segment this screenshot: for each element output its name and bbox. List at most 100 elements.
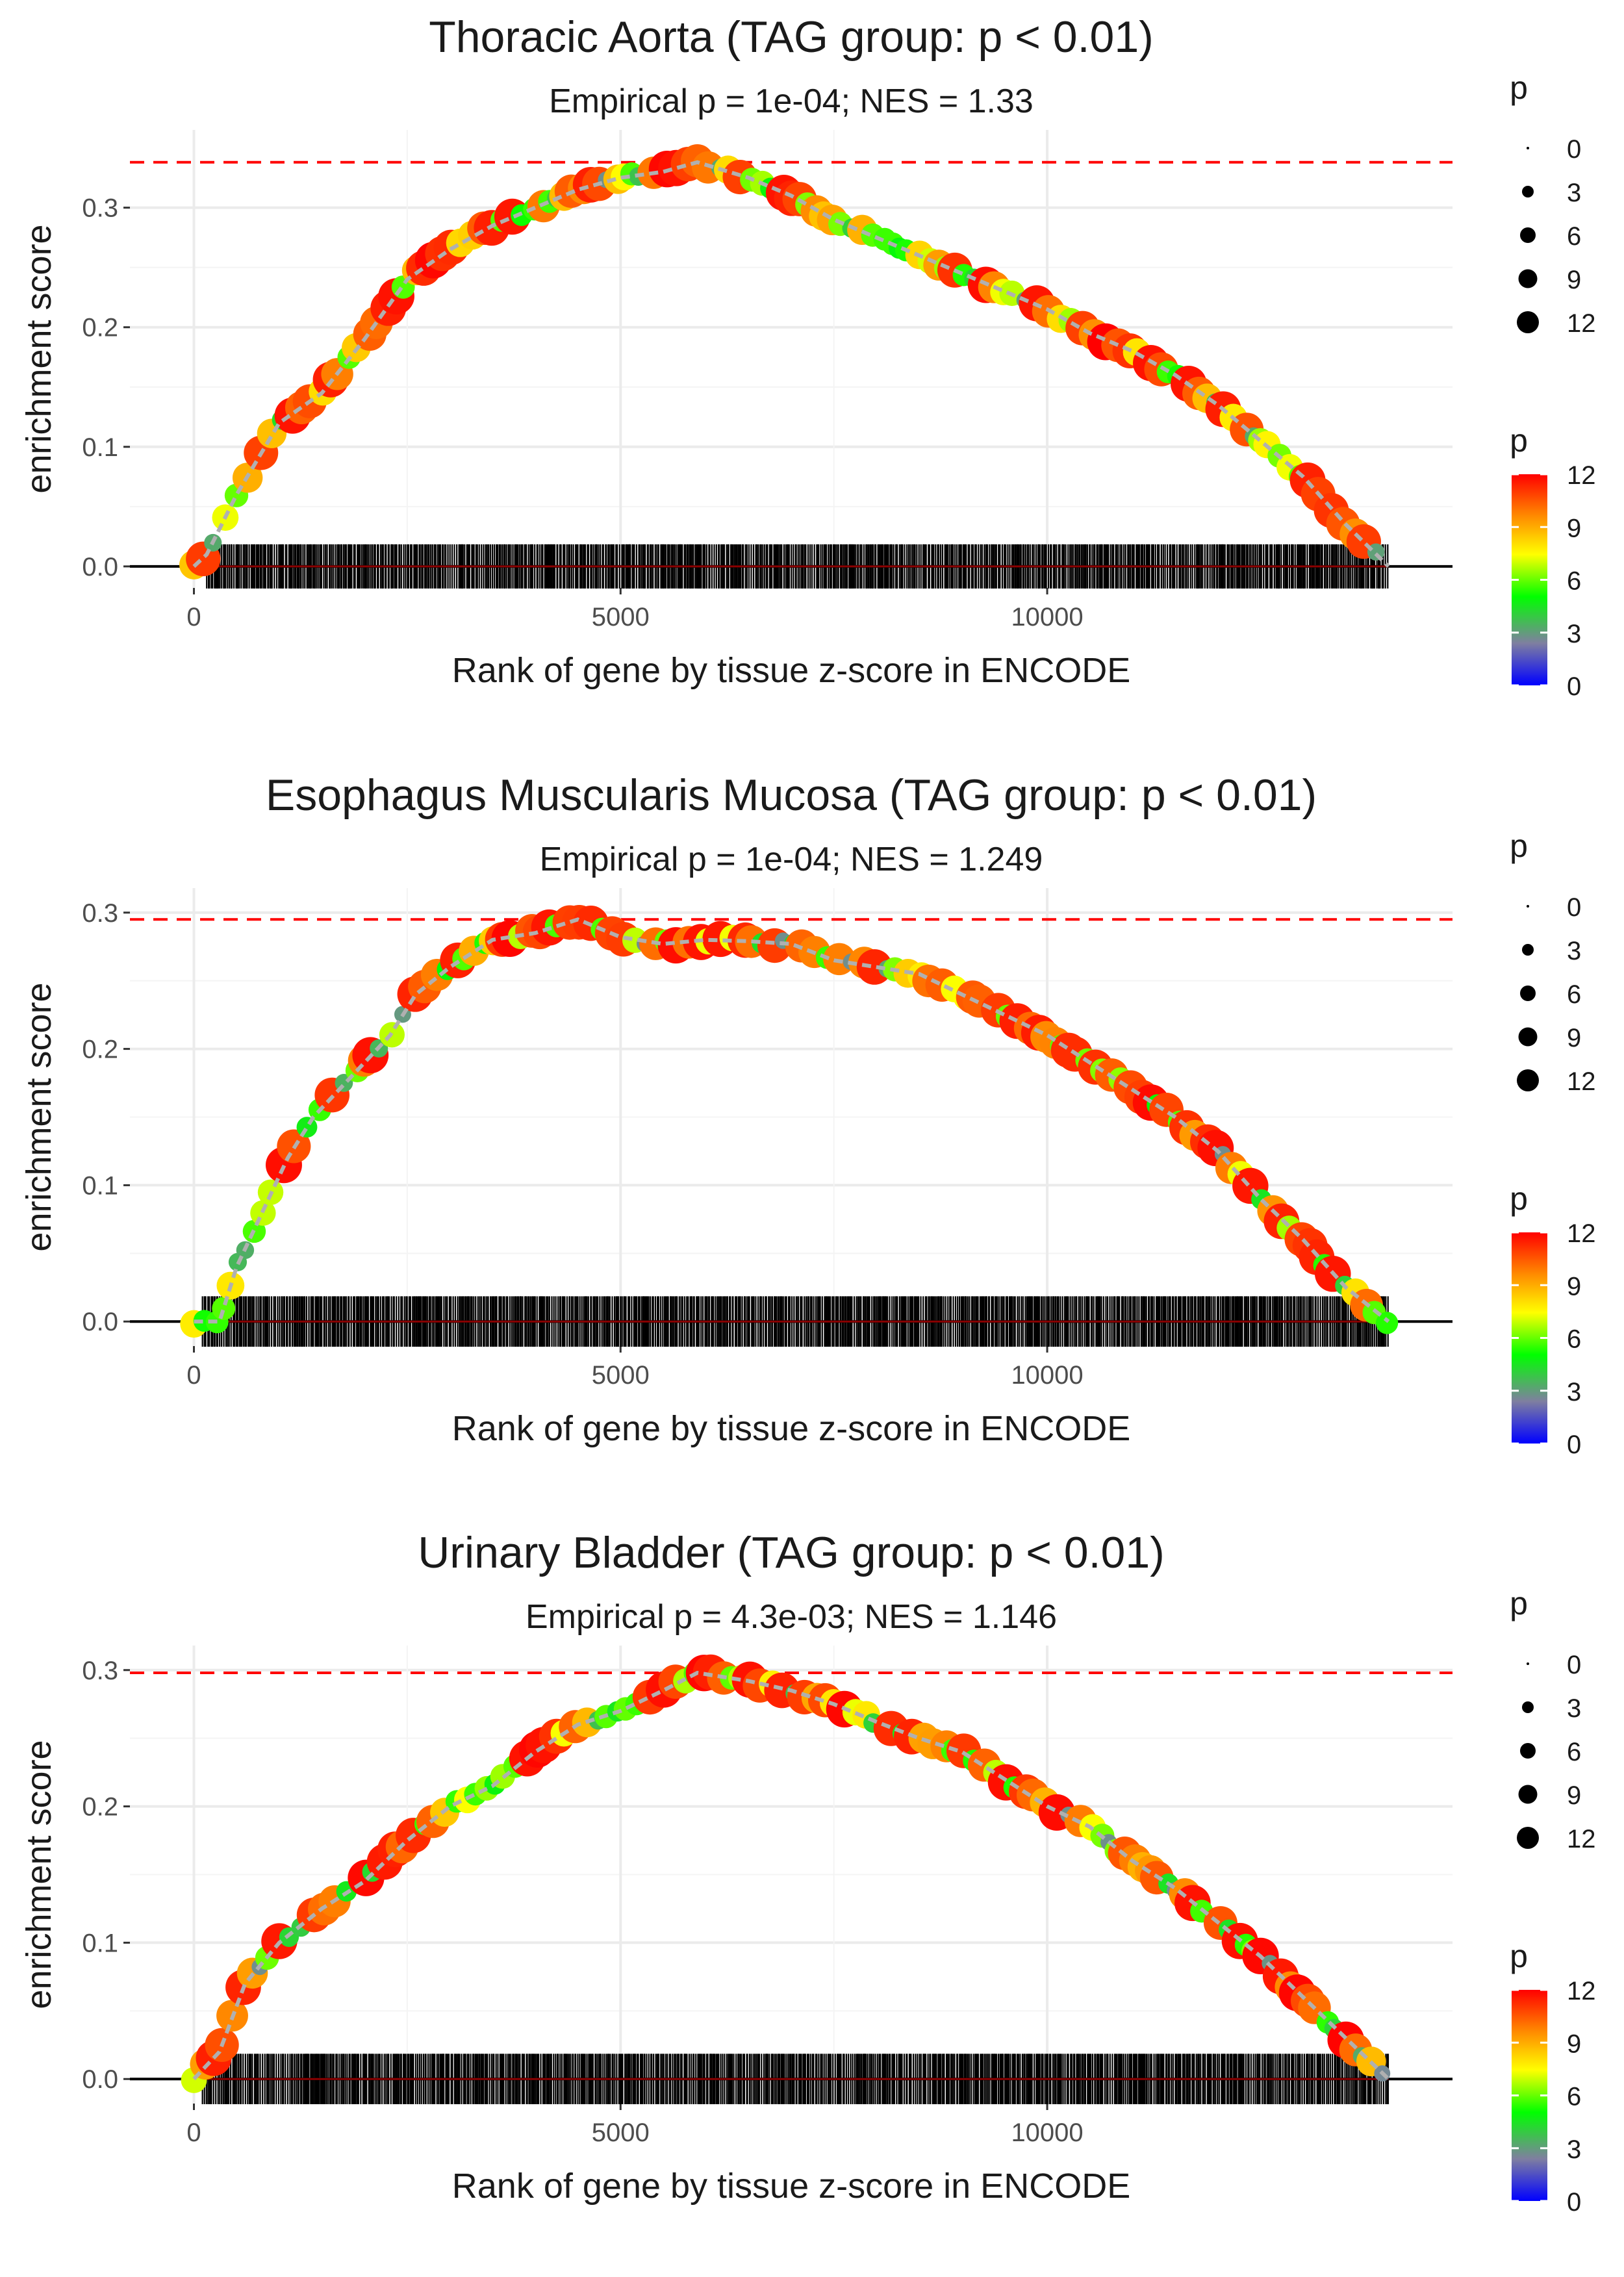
size-legend-dot xyxy=(1527,1662,1529,1665)
size-legend-label: 6 xyxy=(1567,222,1581,251)
size-legend: p 0 3 6 9 12 xyxy=(1510,70,1595,338)
y-tick-label: 0.1 xyxy=(82,1171,118,1200)
color-legend-label: 0 xyxy=(1567,2188,1581,2217)
size-legend-label: 9 xyxy=(1567,266,1581,294)
y-tick-label: 0.2 xyxy=(82,1036,118,1064)
size-legend-dot xyxy=(1520,227,1536,243)
size-legend-dot xyxy=(1527,147,1529,149)
chart-subtitle: Empirical p = 1e-04; NES = 1.33 xyxy=(549,83,1034,120)
chart-title: Urinary Bladder (TAG group: p < 0.01) xyxy=(418,1528,1165,1577)
color-legend: p 0 3 6 9 12 xyxy=(1510,422,1595,701)
size-legend-label: 9 xyxy=(1567,1781,1581,1810)
chart-subtitle: Empirical p = 1e-04; NES = 1.249 xyxy=(540,841,1043,878)
chart-subtitle: Empirical p = 4.3e-03; NES = 1.146 xyxy=(526,1598,1057,1636)
size-legend-label: 12 xyxy=(1567,1067,1596,1096)
color-legend-label: 12 xyxy=(1567,1977,1596,2005)
y-tick-label: 0.0 xyxy=(82,2065,118,2094)
y-tick-label: 0.1 xyxy=(82,1929,118,1957)
color-legend: p 0 3 6 9 12 xyxy=(1510,1938,1595,2217)
enrichment-points xyxy=(180,905,1399,1338)
color-legend-label: 12 xyxy=(1567,1219,1596,1248)
color-legend-title: p xyxy=(1510,1180,1528,1217)
y-axis-title: enrichment score xyxy=(19,982,58,1251)
size-legend-title: p xyxy=(1510,1585,1528,1622)
size-legend: p 0 3 6 9 12 xyxy=(1510,828,1595,1096)
panel-1: Thoracic Aorta (TAG group: p < 0.01) Empi… xyxy=(19,12,1596,701)
size-legend-dot xyxy=(1517,311,1539,333)
x-axis-title: Rank of gene by tissue z-score in ENCODE xyxy=(452,2167,1130,2206)
y-tick-label: 0.3 xyxy=(82,899,118,928)
color-legend-title: p xyxy=(1510,422,1528,459)
color-legend-label: 6 xyxy=(1567,567,1581,596)
color-legend-title: p xyxy=(1510,1938,1528,1974)
size-legend-dot xyxy=(1522,1701,1534,1713)
x-tick-label: 10000 xyxy=(1011,1361,1083,1390)
panel-2: Esophagus Muscularis Mucosa (TAG group: … xyxy=(19,770,1596,1459)
enrichment-curve xyxy=(192,1670,1390,2081)
x-tick-label: 10000 xyxy=(1011,2118,1083,2147)
size-legend-label: 0 xyxy=(1567,135,1581,164)
color-legend-label: 6 xyxy=(1567,2083,1581,2111)
y-tick-label: 0.0 xyxy=(82,1308,118,1336)
x-tick-label: 0 xyxy=(186,1361,201,1390)
chart-title: Thoracic Aorta (TAG group: p < 0.01) xyxy=(429,12,1154,62)
size-legend-title: p xyxy=(1510,828,1528,864)
size-legend: p 0 3 6 9 12 xyxy=(1510,1585,1595,1853)
enrichment-curve xyxy=(192,160,1390,568)
size-legend-dot xyxy=(1517,1827,1539,1849)
size-legend-label: 9 xyxy=(1567,1024,1581,1052)
enrichment-points xyxy=(179,144,1385,579)
size-legend-dot xyxy=(1518,1785,1538,1804)
panel-3: Urinary Bladder (TAG group: p < 0.01) Emp… xyxy=(19,1528,1596,2217)
size-legend-label: 12 xyxy=(1567,1825,1596,1853)
size-legend-title: p xyxy=(1510,70,1528,106)
color-legend-label: 3 xyxy=(1567,1378,1581,1406)
color-legend-label: 9 xyxy=(1567,2029,1581,2058)
color-legend-label: 0 xyxy=(1567,1431,1581,1459)
chart-title: Esophagus Muscularis Mucosa (TAG group: … xyxy=(266,770,1317,820)
size-legend-label: 6 xyxy=(1567,980,1581,1009)
color-legend-label: 3 xyxy=(1567,620,1581,648)
x-tick-label: 0 xyxy=(186,2118,201,2147)
size-legend-label: 0 xyxy=(1567,893,1581,922)
size-legend-label: 6 xyxy=(1567,1738,1581,1766)
size-legend-dot xyxy=(1522,944,1534,956)
size-legend-dot xyxy=(1518,1027,1538,1047)
size-legend-dot xyxy=(1520,986,1536,1001)
color-legend-label: 3 xyxy=(1567,2135,1581,2164)
y-tick-label: 0.2 xyxy=(82,1793,118,1822)
grid xyxy=(130,1646,1453,2104)
color-legend-label: 6 xyxy=(1567,1325,1581,1354)
size-legend-label: 3 xyxy=(1567,1694,1581,1723)
color-legend-label: 9 xyxy=(1567,1272,1581,1301)
color-legend-label: 12 xyxy=(1567,461,1596,490)
grid xyxy=(130,888,1453,1346)
y-tick-label: 0.2 xyxy=(82,314,118,342)
size-legend-label: 12 xyxy=(1567,309,1596,338)
enrichment-point xyxy=(296,1117,318,1138)
color-legend-label: 0 xyxy=(1567,672,1581,701)
y-tick-label: 0.1 xyxy=(82,433,118,462)
size-legend-label: 3 xyxy=(1567,179,1581,207)
color-legend: p 0 3 6 9 12 xyxy=(1510,1180,1595,1459)
enrichment-points xyxy=(181,1654,1391,2093)
enrichment-point xyxy=(1375,1312,1399,1334)
x-axis-title: Rank of gene by tissue z-score in ENCODE xyxy=(452,651,1130,690)
size-legend-dot xyxy=(1520,1743,1536,1759)
y-tick-label: 0.3 xyxy=(82,1657,118,1685)
size-legend-dot xyxy=(1518,269,1538,288)
color-legend-label: 9 xyxy=(1567,514,1581,542)
enrichment-point xyxy=(250,1200,276,1226)
enrichment-curve xyxy=(194,917,1390,1324)
size-legend-label: 0 xyxy=(1567,1651,1581,1679)
x-tick-label: 5000 xyxy=(592,603,650,631)
size-legend-label: 3 xyxy=(1567,937,1581,965)
y-axis-title: enrichment score xyxy=(19,224,58,493)
x-tick-label: 10000 xyxy=(1011,603,1083,631)
x-tick-label: 5000 xyxy=(592,1361,650,1390)
size-legend-dot xyxy=(1527,905,1529,908)
y-axis-title: enrichment score xyxy=(19,1740,58,2009)
x-tick-label: 5000 xyxy=(592,2118,650,2147)
